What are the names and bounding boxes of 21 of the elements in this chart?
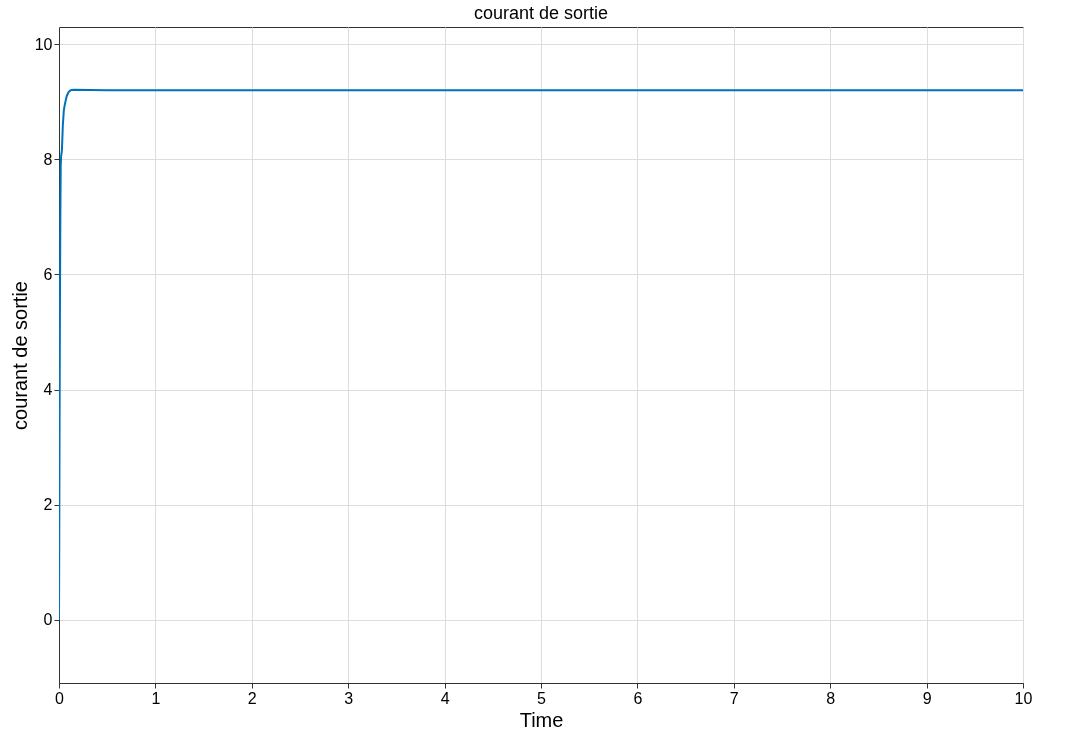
- y-tick-label: 0: [43, 611, 53, 629]
- y-tick-label: 2: [43, 496, 53, 514]
- y-tick-label: 6: [43, 265, 53, 283]
- line-series: [59, 88, 1023, 621]
- x-tick-label: 0: [55, 689, 65, 707]
- y-axis-title: courant de sortie: [8, 281, 31, 430]
- x-tick-label: 4: [440, 689, 450, 707]
- x-tick-label: 5: [537, 689, 547, 707]
- x-tick-label: 2: [247, 689, 257, 707]
- y-tick-label: 4: [43, 381, 53, 399]
- x-tick-label: 6: [633, 689, 643, 707]
- x-tick-label: 8: [826, 689, 836, 707]
- x-tick-label: 10: [1014, 689, 1033, 707]
- y-tick-label: 10: [34, 35, 53, 53]
- x-tick-label: 9: [922, 689, 932, 707]
- x-axis-title: Time: [519, 708, 564, 731]
- chart-title: courant de sortie: [473, 3, 609, 23]
- y-tick-label: 8: [43, 150, 53, 168]
- x-tick-label: 3: [344, 689, 354, 707]
- x-tick-label: 7: [729, 689, 739, 707]
- x-tick-label: 1: [151, 689, 161, 707]
